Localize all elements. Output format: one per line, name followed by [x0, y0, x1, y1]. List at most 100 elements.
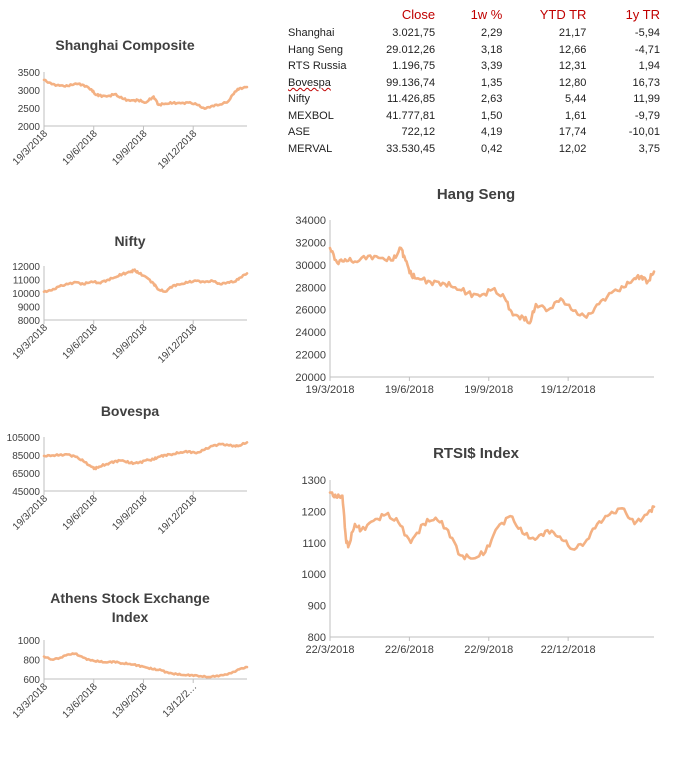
y-tick-label: 45000 — [12, 487, 40, 498]
x-tick-label: 19/3/2018 — [306, 384, 355, 396]
chart-title: RTSI$ Index — [433, 445, 520, 462]
chart-title: Hang Seng — [437, 186, 515, 203]
value-cell: 3,18 — [480, 43, 503, 56]
value-cell: 2,29 — [480, 27, 503, 40]
y-tick-label: 2500 — [18, 104, 41, 115]
index-name-cell: MEXBOL — [288, 109, 334, 122]
table-row: Nifty 11.426,85 2,63 5,44 11,99 — [288, 91, 660, 108]
value-cell: 17,74 — [558, 126, 587, 139]
table-row: Bovespa 99.136,74 1,35 12,80 16,73 — [288, 75, 660, 92]
y-tick-label: 2000 — [18, 122, 41, 133]
value-cell: 2,63 — [480, 93, 503, 106]
y-tick-label: 24000 — [295, 327, 326, 339]
index-name-cell: ASE — [288, 126, 311, 139]
chart-title: Athens Stock Exchange — [50, 590, 210, 606]
x-tick-label: 19/9/2018 — [110, 322, 150, 362]
y-tick-label: 1000 — [18, 636, 41, 647]
y-tick-label: 28000 — [295, 282, 326, 294]
value-cell: 5,44 — [565, 93, 587, 106]
header-1w: 1w % — [470, 6, 503, 22]
value-cell: -4,71 — [634, 43, 660, 56]
y-tick-label: 8000 — [18, 316, 41, 327]
header-cell — [288, 6, 372, 25]
y-tick-label: 600 — [23, 675, 40, 686]
x-tick-label: 22/3/2018 — [306, 644, 355, 656]
y-tick-label: 800 — [23, 656, 40, 667]
table-row: ASE 722,12 4,19 17,74 -10,01 — [288, 124, 660, 141]
x-tick-label: 19/12/2018 — [541, 384, 596, 396]
value-cell: 1,94 — [638, 60, 660, 73]
chart-title: Bovespa — [101, 403, 160, 419]
value-cell: -10,01 — [628, 126, 660, 139]
x-tick-label: 19/12/2018 — [156, 128, 199, 171]
x-tick-label: 19/12/2018 — [156, 493, 199, 536]
value-cell: 11.426,85 — [386, 93, 436, 106]
y-tick-label: 30000 — [295, 260, 326, 272]
x-tick-label: 22/12/2018 — [541, 644, 596, 656]
value-cell: 12,31 — [558, 60, 587, 73]
x-tick-label: 19/3/2018 — [11, 322, 51, 362]
x-tick-label: 13/9/2018 — [110, 681, 150, 721]
table-row: MERVAL 33.530,45 0,42 12,02 3,75 — [288, 141, 660, 158]
value-cell: 0,42 — [480, 142, 503, 155]
y-tick-label: 1100 — [302, 538, 326, 550]
y-tick-label: 3000 — [18, 86, 41, 97]
value-cell: 99.136,74 — [386, 76, 436, 89]
value-cell: 4,19 — [480, 126, 503, 139]
y-tick-label: 12000 — [12, 262, 40, 273]
rtsi-svg: RTSI$ Index 1300 1200 1100 1000 900 80022/3/20… — [302, 445, 656, 656]
y-tick-label: 26000 — [295, 305, 326, 317]
y-tick-label: 3500 — [18, 68, 41, 79]
x-tick-label: 13/3/2018 — [11, 681, 51, 721]
x-tick-label: 19/9/2018 — [110, 128, 150, 168]
x-tick-label: 13/6/2018 — [61, 681, 101, 721]
hang-seng-chart: Hang Seng 34000 32000 30000 28000 26000 24000 2… — [268, 180, 668, 420]
table-row: Hang Seng 29.012,26 3,18 12,66 -4,71 — [288, 42, 660, 59]
value-cell: 3,39 — [480, 60, 503, 73]
athens-stock-exchange-chart: Athens Stock Exchange Index 1000 800 600 13/3… — [0, 585, 260, 735]
index-name-cell: Nifty — [288, 93, 310, 106]
index-name-cell: Hang Seng — [288, 43, 344, 56]
index-name-cell: MERVAL — [288, 142, 333, 155]
bovespa-chart: Bovespa 105000 85000 65000 45000 19/3/2018 19/… — [0, 396, 260, 556]
y-tick-label: 105000 — [7, 433, 41, 444]
y-tick-label: 22000 — [295, 350, 326, 362]
nifty-chart: Nifty 12000 11000 10000 9000 8000 19/3/2018 19/… — [0, 224, 260, 384]
x-tick-label: 19/9/2018 — [464, 384, 513, 396]
x-tick-label: 19/3/2018 — [11, 493, 51, 533]
y-tick-label: 65000 — [12, 469, 40, 480]
index-name-cell: Shanghai — [288, 27, 335, 40]
value-cell: 11,99 — [633, 93, 660, 106]
series-line — [42, 268, 249, 294]
value-cell: -5,94 — [634, 27, 660, 40]
y-tick-label: 1300 — [302, 475, 326, 487]
x-tick-label: 22/6/2018 — [385, 644, 434, 656]
header-1y: 1y TR — [625, 6, 660, 22]
x-tick-label: 19/6/2018 — [61, 128, 101, 168]
y-tick-label: 9000 — [18, 303, 41, 314]
y-tick-label: 32000 — [295, 237, 326, 249]
value-cell: -9,79 — [634, 109, 660, 122]
y-tick-label: 10000 — [12, 289, 40, 300]
x-tick-label: 19/6/2018 — [61, 493, 101, 533]
value-cell: 1.196,75 — [392, 60, 436, 73]
x-tick-label: 19/6/2018 — [385, 384, 434, 396]
y-tick-label: 1000 — [302, 569, 326, 581]
hangseng-svg: Hang Seng 34000 32000 30000 28000 26000 24000 2… — [295, 186, 656, 396]
y-tick-label: 800 — [308, 632, 326, 644]
y-tick-label: 1200 — [302, 506, 326, 518]
series-line — [42, 78, 249, 110]
value-cell: 722,12 — [401, 126, 436, 139]
y-tick-label: 85000 — [12, 451, 40, 462]
y-tick-label: 11000 — [13, 276, 41, 287]
rtsi-index-chart: RTSI$ Index 1300 1200 1100 1000 900 800 22/3/20… — [268, 440, 668, 680]
series-line — [42, 652, 249, 679]
value-cell: 12,66 — [558, 43, 587, 56]
value-cell: 1,35 — [480, 76, 503, 89]
x-tick-label: 22/9/2018 — [464, 644, 513, 656]
value-cell: 1,50 — [480, 109, 503, 122]
value-cell: 16,73 — [632, 76, 660, 89]
value-cell: 33.530,45 — [386, 142, 436, 155]
